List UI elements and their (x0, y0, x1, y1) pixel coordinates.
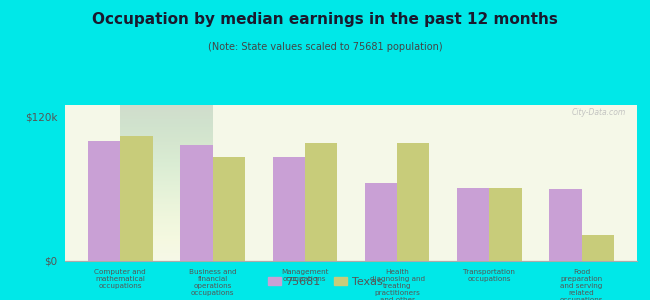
Bar (457, 188, 489, 261)
Legend: 75681, Texas: 75681, Texas (263, 273, 387, 291)
Bar (180, 145, 213, 261)
Text: City-Data.com: City-Data.com (571, 108, 625, 117)
Bar (272, 157, 305, 261)
Bar (120, 136, 153, 261)
Bar (397, 143, 430, 261)
Text: Occupation by median earnings in the past 12 months: Occupation by median earnings in the pas… (92, 12, 558, 27)
Bar (582, 235, 614, 261)
Text: (Note: State values scaled to 75681 population): (Note: State values scaled to 75681 popu… (208, 42, 442, 52)
Bar (549, 189, 582, 261)
Bar (305, 143, 337, 261)
Bar (213, 157, 245, 261)
Bar (489, 188, 522, 261)
Bar (88, 141, 120, 261)
Bar (365, 183, 397, 261)
